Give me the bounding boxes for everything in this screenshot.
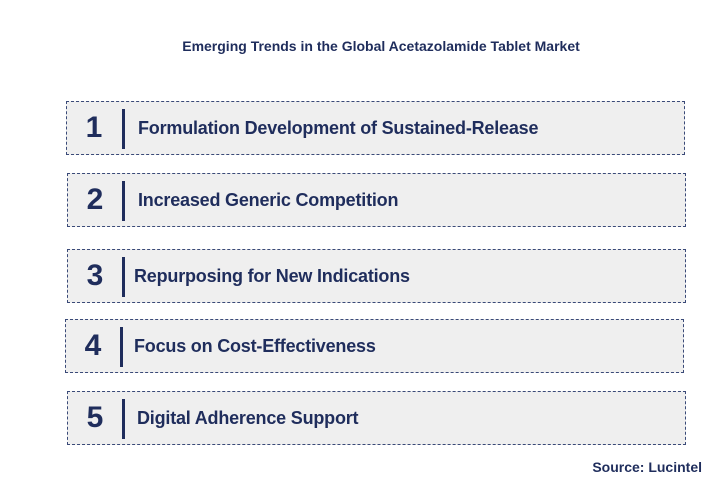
source-note: Source: Lucintel <box>592 459 702 475</box>
trend-label: Repurposing for New Indications <box>134 265 410 286</box>
trend-number: 3 <box>86 259 104 292</box>
trend-label: Increased Generic Competition <box>138 189 399 210</box>
trend-item-5: 5 Digital Adherence Support <box>67 391 686 445</box>
separator-bar <box>120 327 123 367</box>
separator-bar <box>122 399 125 439</box>
trend-item-4: 4 Focus on Cost-Effectiveness <box>65 319 684 373</box>
trend-number: 4 <box>84 329 102 362</box>
trend-label: Focus on Cost-Effectiveness <box>134 335 376 356</box>
trend-number: 5 <box>86 401 104 434</box>
trend-label: Digital Adherence Support <box>137 407 359 428</box>
trend-label: Formulation Development of Sustained-Rel… <box>138 117 539 138</box>
separator-bar <box>122 257 125 297</box>
trend-item-2: 2 Increased Generic Competition <box>67 173 686 227</box>
trend-number: 2 <box>86 183 104 216</box>
diagram-title: Emerging Trends in the Global Acetazolam… <box>182 38 580 54</box>
separator-bar <box>122 181 125 221</box>
trend-number: 1 <box>85 111 103 144</box>
trend-item-3: 3 Repurposing for New Indications <box>67 249 686 303</box>
separator-bar <box>122 109 125 149</box>
trend-item-1: 1 Formulation Development of Sustained-R… <box>66 101 685 155</box>
